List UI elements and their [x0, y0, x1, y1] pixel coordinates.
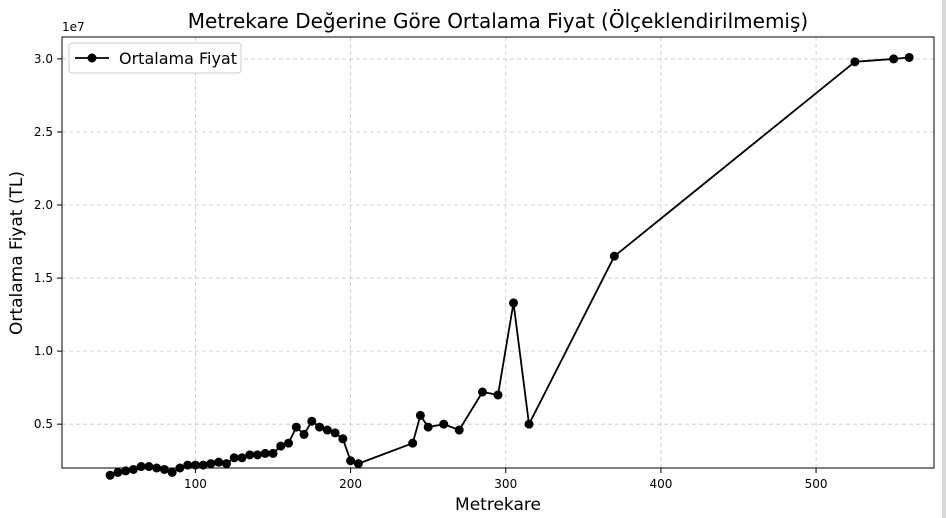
- data-point: [152, 463, 162, 473]
- x-tick-label: 300: [494, 477, 517, 491]
- data-point: [136, 462, 146, 472]
- grid-lines: [62, 37, 934, 468]
- data-point: [291, 422, 301, 432]
- legend-marker-swatch: [87, 53, 97, 63]
- y-tick-label: 2.0: [34, 198, 53, 212]
- series-line: [109, 56, 910, 477]
- data-point: [315, 422, 325, 432]
- data-point: [439, 419, 449, 429]
- x-tick-label: 100: [184, 477, 207, 491]
- data-point: [105, 470, 115, 480]
- data-point: [299, 429, 309, 439]
- axis-ticks: 100 200 300 400 500 0.5 1.0 1.5 2.0 2.5 3.0: [34, 52, 828, 491]
- x-axis-label: Metrekare: [455, 495, 541, 515]
- x-tick-label: 500: [805, 477, 828, 491]
- data-point: [229, 453, 239, 463]
- data-point: [268, 448, 278, 458]
- data-point: [904, 52, 914, 62]
- data-point: [477, 387, 487, 397]
- data-point: [221, 459, 231, 469]
- data-point: [113, 467, 123, 477]
- data-point: [889, 54, 899, 64]
- data-point: [190, 460, 200, 470]
- data-point: [609, 251, 619, 261]
- data-point: [206, 459, 216, 469]
- data-point: [454, 425, 464, 435]
- data-point: [353, 459, 363, 469]
- data-point: [260, 448, 270, 458]
- y-tick-label: 1.0: [34, 344, 53, 358]
- x-tick-label: 400: [649, 477, 672, 491]
- data-point: [128, 464, 138, 474]
- data-point: [850, 57, 860, 67]
- data-point: [423, 422, 433, 432]
- legend-entry-label: Ortalama Fiyat: [119, 49, 237, 68]
- data-point: [214, 457, 224, 467]
- y-tick-label: 1.5: [34, 271, 53, 285]
- y-tick-label: 2.5: [34, 125, 53, 139]
- y-tick-label: 0.5: [34, 417, 53, 431]
- data-point: [307, 416, 317, 426]
- data-point: [493, 390, 503, 400]
- legend: Ortalama Fiyat: [68, 42, 242, 74]
- data-point: [524, 419, 534, 429]
- data-point: [183, 460, 193, 470]
- data-point: [330, 428, 340, 438]
- y-axis-offset-text: 1e7: [62, 20, 85, 34]
- data-point: [175, 463, 185, 473]
- data-point: [237, 453, 247, 463]
- plot-frame: [61, 36, 935, 469]
- data-point: [322, 425, 332, 435]
- legend-box: [68, 42, 242, 74]
- data-point: [253, 450, 263, 460]
- data-point: [408, 438, 418, 448]
- data-point: [276, 441, 286, 451]
- data-point: [144, 462, 154, 472]
- x-tick-label: 200: [339, 477, 362, 491]
- data-point: [121, 466, 131, 476]
- data-point: [198, 460, 208, 470]
- series-points-group: [105, 52, 914, 480]
- data-point: [509, 298, 519, 308]
- data-point: [338, 434, 348, 444]
- data-point: [415, 410, 425, 420]
- y-tick-label: 3.0: [34, 52, 53, 66]
- data-point: [245, 450, 255, 460]
- chart-title: Metrekare Değerine Göre Ortalama Fiyat (…: [188, 9, 808, 33]
- data-point: [159, 464, 169, 474]
- data-point: [346, 456, 356, 466]
- y-axis-label: Ortalama Fiyat (TL): [7, 171, 27, 335]
- window-edge: [942, 0, 946, 518]
- data-point: [167, 467, 177, 477]
- series-line-group: [109, 56, 910, 477]
- data-point: [284, 438, 294, 448]
